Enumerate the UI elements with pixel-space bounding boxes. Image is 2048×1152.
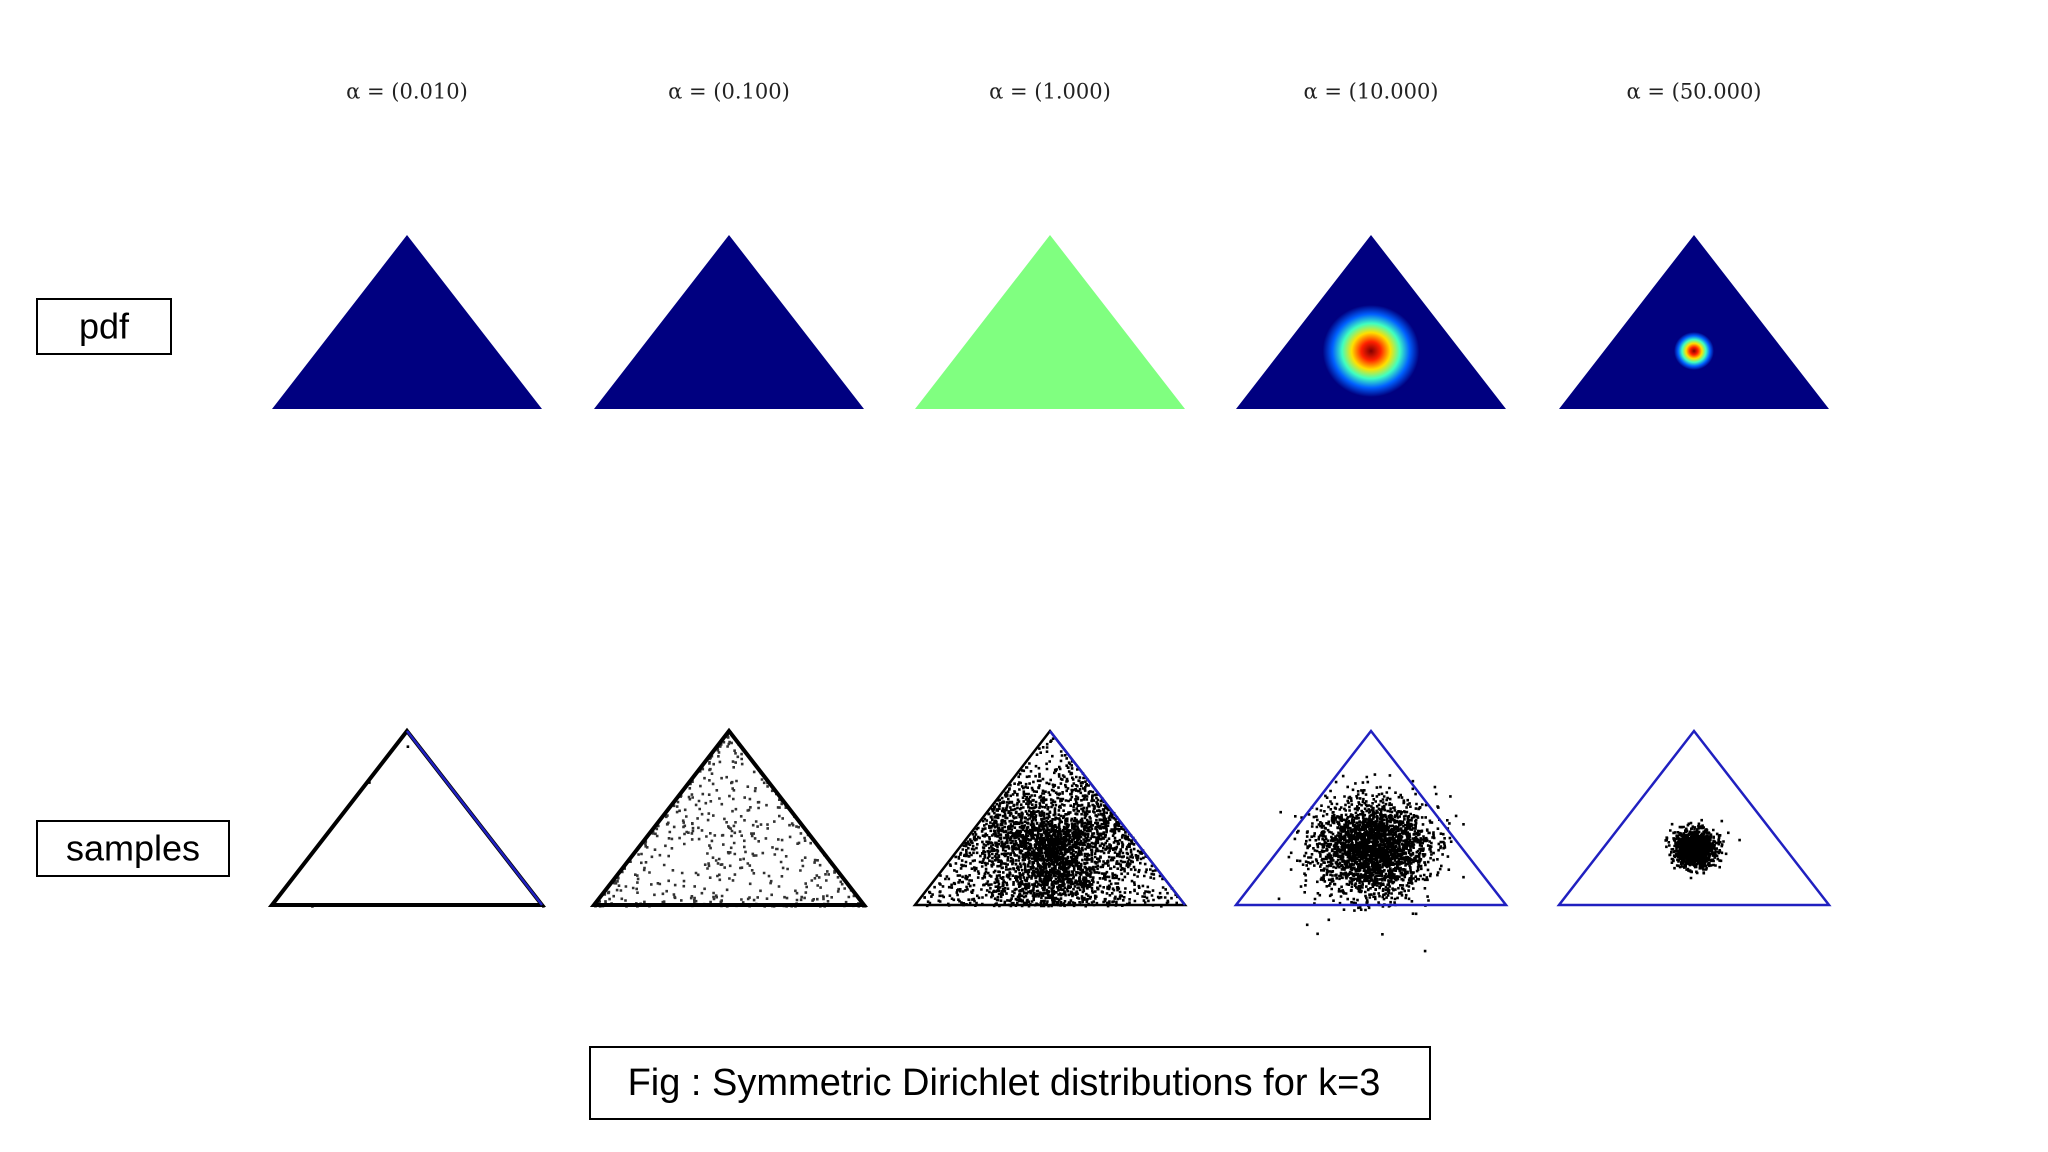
sample-edge bbox=[406, 730, 543, 906]
pdf-triangle bbox=[594, 235, 864, 409]
pdf-triangle bbox=[272, 235, 542, 409]
sample-points bbox=[1664, 818, 1741, 880]
pdf-density bbox=[1322, 305, 1420, 397]
column-title: α = (50.000) bbox=[1627, 80, 1762, 104]
sample-triangle bbox=[1233, 728, 1509, 907]
sample-triangle bbox=[589, 727, 869, 907]
row-label: pdf bbox=[79, 306, 130, 347]
row-label-box bbox=[36, 820, 230, 877]
pdf-density bbox=[1674, 332, 1714, 370]
pdf-triangle bbox=[1559, 235, 1829, 409]
column-title: α = (0.010) bbox=[346, 80, 468, 104]
sample-triangle bbox=[267, 727, 547, 907]
column-title: α = (1.000) bbox=[989, 80, 1111, 104]
sample-points bbox=[923, 737, 1179, 908]
pdf-triangle bbox=[915, 235, 1185, 409]
row-label: samples bbox=[66, 828, 200, 869]
sample-points bbox=[594, 731, 867, 908]
caption-box bbox=[589, 1046, 1431, 1120]
sample-triangle bbox=[1556, 728, 1832, 907]
sample-points bbox=[311, 744, 545, 908]
sample-points bbox=[1277, 773, 1465, 953]
caption: Fig : Symmetric Dirichlet distributions … bbox=[628, 1062, 1381, 1104]
column-title: α = (10.000) bbox=[1304, 80, 1439, 104]
column-title: α = (0.100) bbox=[668, 80, 790, 104]
sample-edge bbox=[1049, 730, 1186, 906]
row-label-box bbox=[36, 298, 172, 355]
